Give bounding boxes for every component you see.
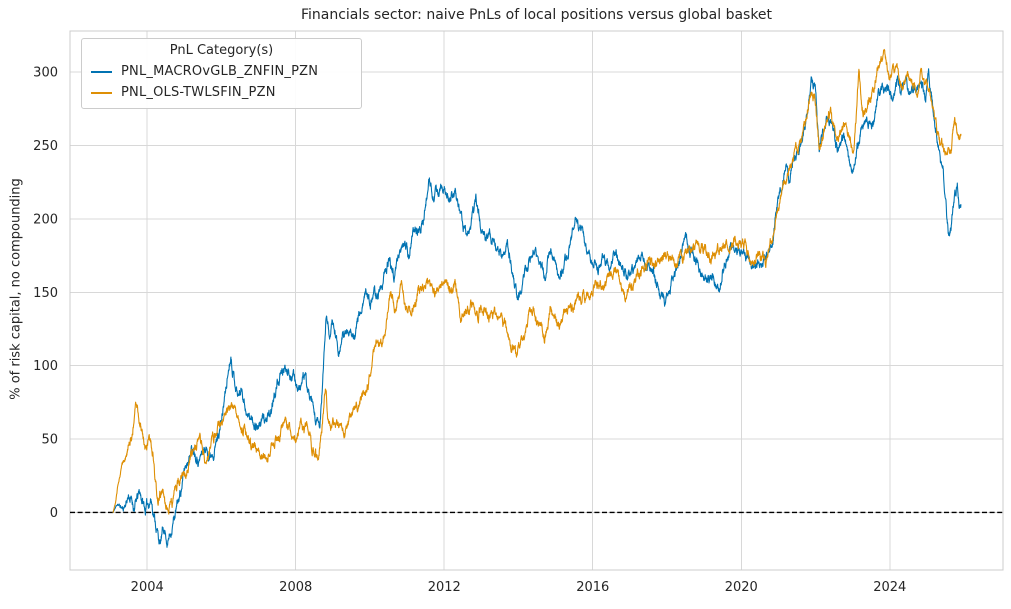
y-tick-label: 250 (33, 139, 58, 154)
legend-label: PNL_OLS-TWLSFIN_PZN (121, 85, 276, 100)
y-tick-label: 100 (33, 359, 58, 374)
series-line-ols-twlsfin (112, 48, 962, 515)
x-tick-label: 2024 (873, 580, 906, 595)
x-tick-label: 2004 (131, 580, 164, 595)
legend-title: PnL Category(s) (169, 43, 274, 58)
line-swatch-blue-icon (91, 70, 112, 73)
series-line-macrovglb (112, 68, 962, 548)
y-tick-label: 200 (33, 212, 58, 227)
x-tick-label: 2020 (725, 580, 758, 595)
x-tick-label: 2008 (279, 580, 312, 595)
y-tick-label: 0 (50, 506, 58, 521)
plot-border (69, 30, 1004, 571)
y-tick-label: 300 (33, 66, 58, 81)
chart-title: Financials sector: naive PnLs of local p… (300, 7, 773, 23)
legend-item-macrovglb: PNL_MACROvGLB_ZNFIN_PZN (82, 61, 361, 82)
y-tick-label: 150 (33, 286, 58, 301)
line-swatch-orange-icon (91, 91, 112, 94)
legend-label: PNL_MACROvGLB_ZNFIN_PZN (121, 64, 319, 79)
legend: PnL Category(s) PNL_MACROvGLB_ZNFIN_PZN … (81, 38, 362, 109)
legend-item-ols-twlsfin: PNL_OLS-TWLSFIN_PZN (82, 82, 361, 103)
x-tick-label: 2012 (428, 580, 461, 595)
y-tick-label: 50 (41, 433, 58, 448)
x-tick-label: 2016 (576, 580, 609, 595)
